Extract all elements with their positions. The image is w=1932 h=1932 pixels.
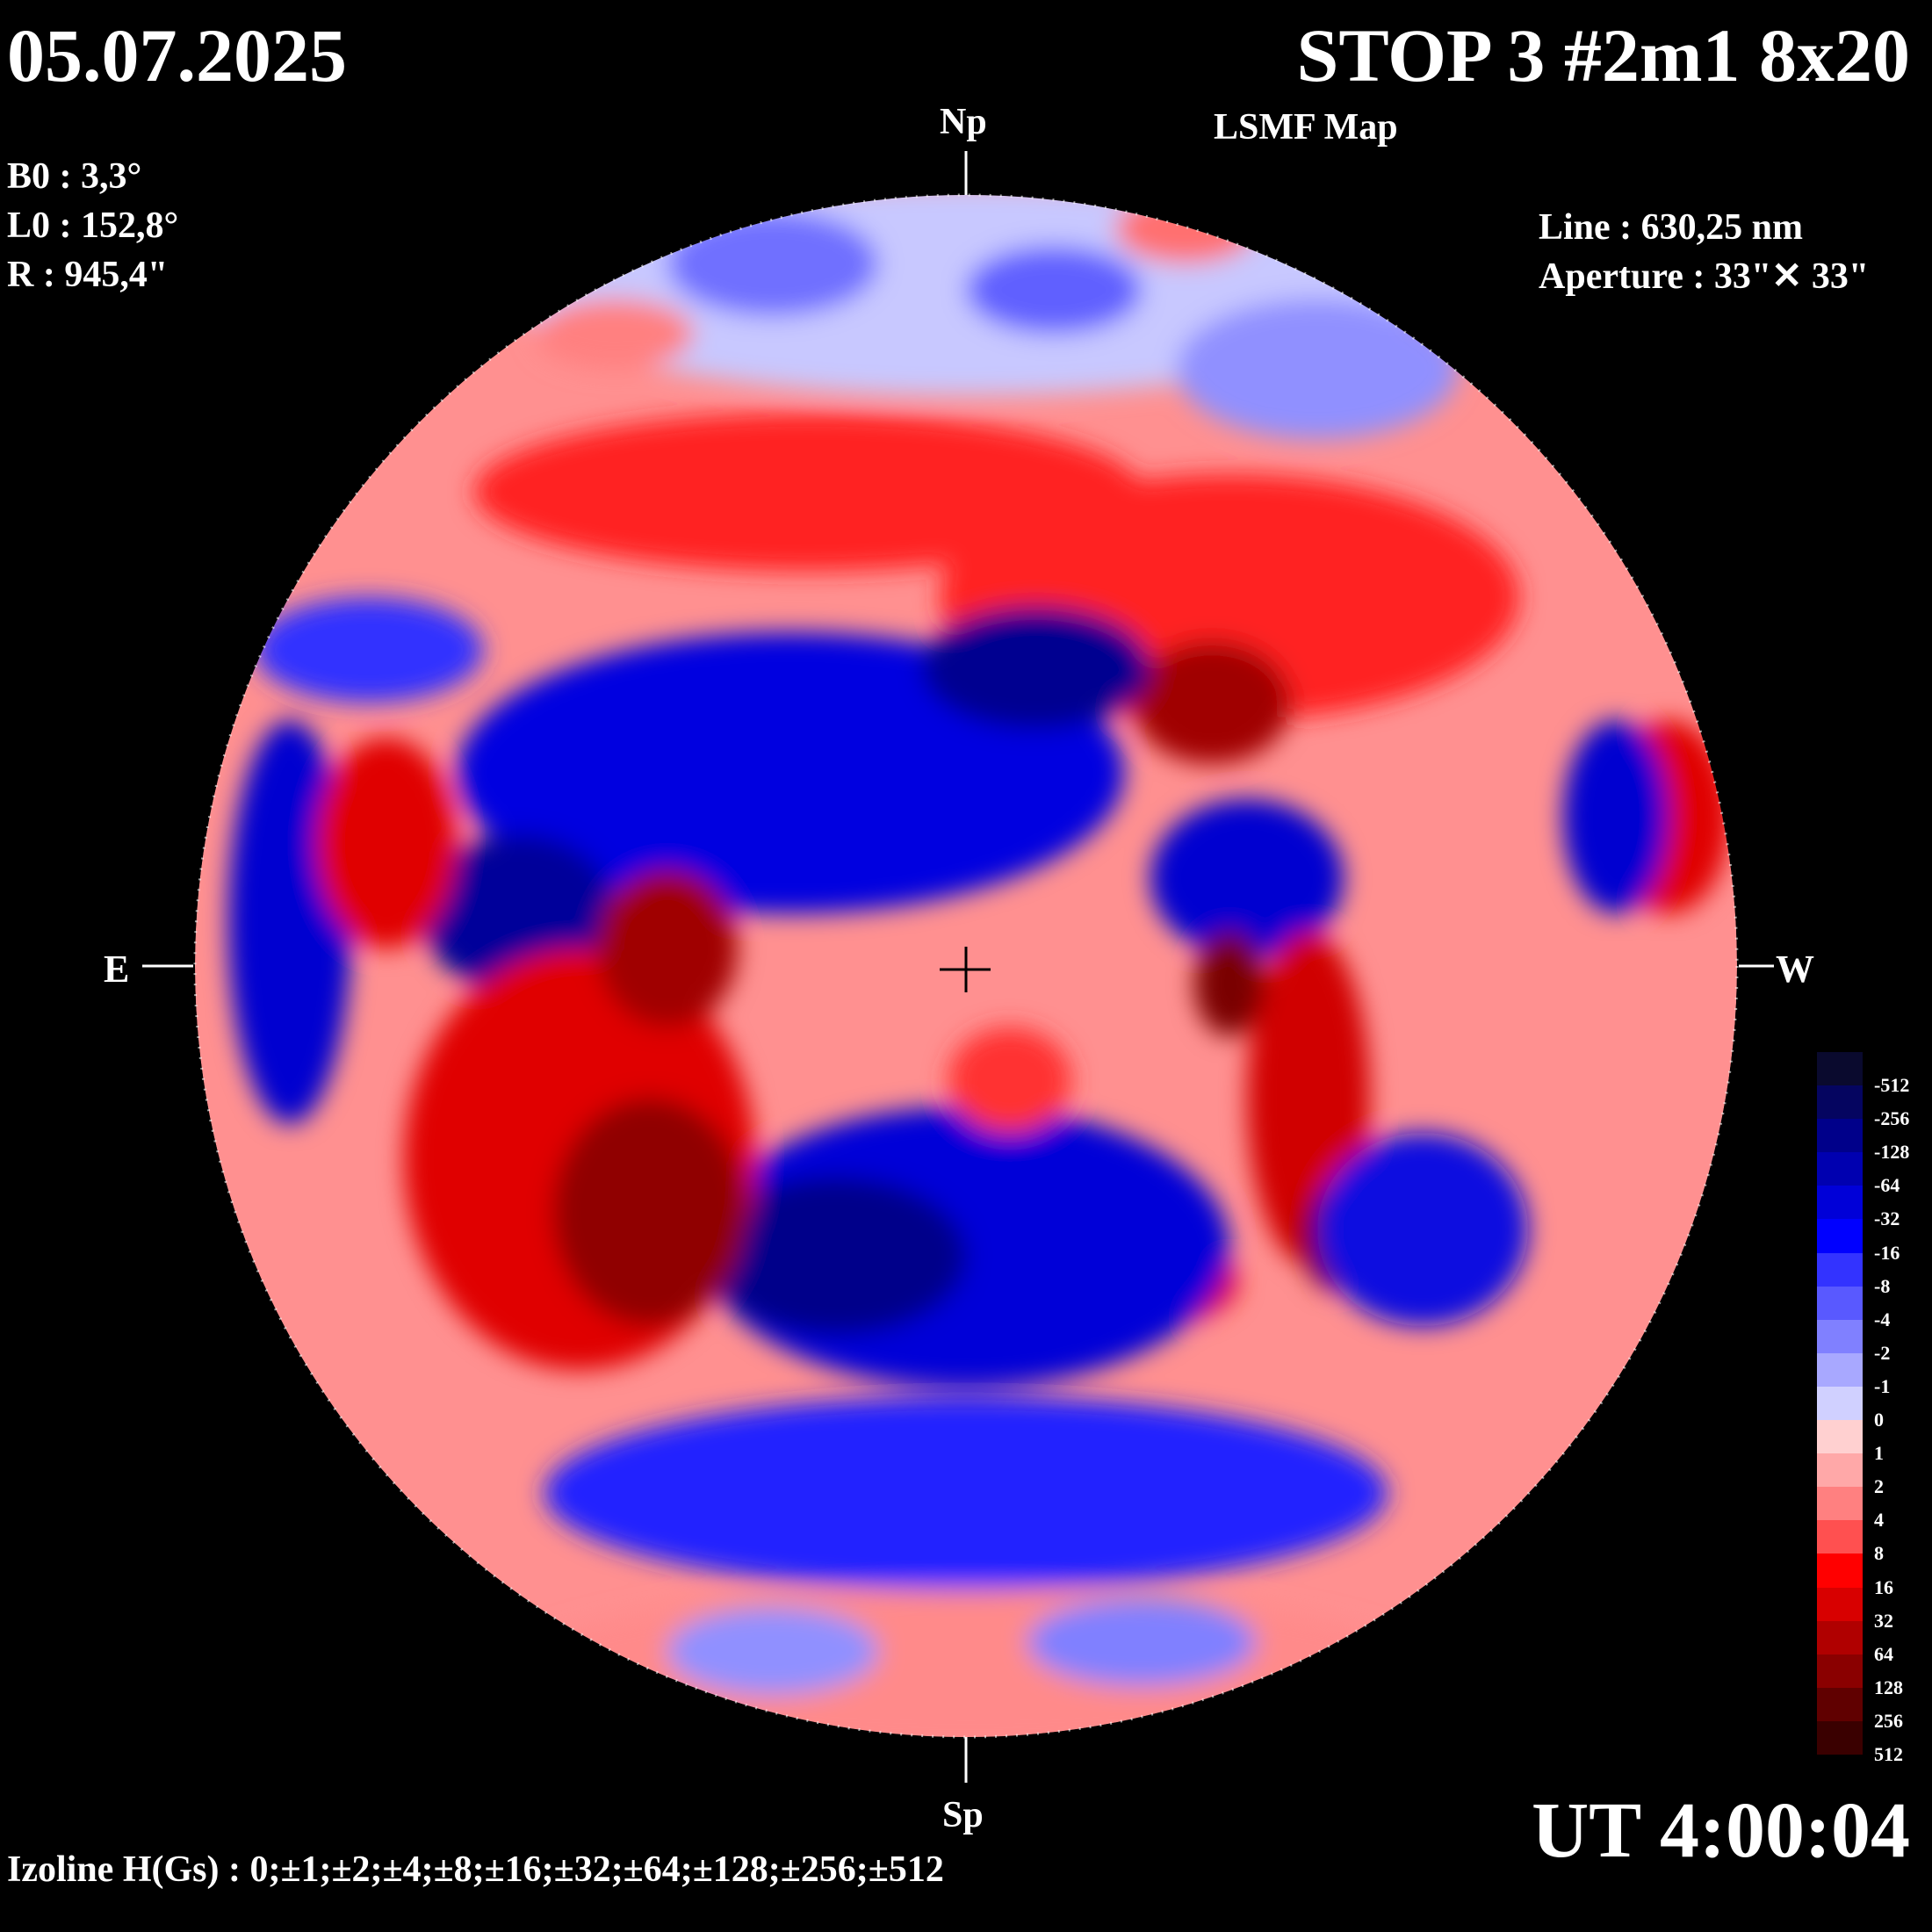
isoline-levels: Izoline H(Gs) : 0;±1;±2;±4;±8;±16;±32;±6… (7, 1849, 944, 1890)
map-subtitle: LSMF Map (1214, 107, 1398, 148)
legend-swatch (1817, 1219, 1863, 1253)
color-legend (1817, 1052, 1863, 1755)
legend-label: 128 (1874, 1676, 1903, 1698)
legend-swatch (1817, 1186, 1863, 1220)
legend-label: -64 (1874, 1174, 1900, 1197)
map-title: STOP 3 #2m1 8x20 (1296, 13, 1910, 97)
legend-swatch (1817, 1453, 1863, 1488)
legend-label: 256 (1874, 1709, 1903, 1732)
legend-label: -32 (1874, 1208, 1900, 1230)
solar-disk (195, 195, 1737, 1737)
legend-swatch (1817, 1319, 1863, 1353)
legend-label: -512 (1874, 1074, 1910, 1097)
legend-swatch (1817, 1286, 1863, 1320)
param-b0: B0 : 3,3° (7, 156, 142, 197)
legend-label: -4 (1874, 1308, 1891, 1330)
legend-swatch (1817, 1654, 1863, 1688)
legend-swatch (1817, 1687, 1863, 1721)
legend-swatch (1817, 1386, 1863, 1421)
center-crosshair (940, 947, 991, 992)
north-pole-label: Np (940, 102, 987, 142)
spectral-line: Line : 630,25 nm (1539, 207, 1804, 248)
legend-swatch (1817, 1252, 1863, 1287)
legend-label: 4 (1874, 1509, 1884, 1532)
ut-time: UT 4:00:04 (1532, 1787, 1910, 1874)
legend-label: -2 (1874, 1341, 1891, 1364)
legend-label: -128 (1874, 1141, 1910, 1164)
legend-label: 2 (1874, 1475, 1884, 1498)
observation-date: 05.07.2025 (7, 13, 347, 97)
legend-swatch (1817, 1052, 1863, 1086)
legend-swatch (1817, 1554, 1863, 1588)
legend-swatch (1817, 1420, 1863, 1454)
legend-label: 0 (1874, 1409, 1884, 1431)
legend-swatch (1817, 1720, 1863, 1755)
legend-label: -16 (1874, 1241, 1900, 1264)
legend-label: -1 (1874, 1374, 1891, 1397)
legend-swatch (1817, 1520, 1863, 1554)
legend-swatch (1817, 1119, 1863, 1153)
param-r: R : 945,4" (7, 255, 169, 295)
legend-label: -256 (1874, 1107, 1910, 1130)
south-pole-label: Sp (942, 1795, 984, 1835)
legend-swatch (1817, 1587, 1863, 1621)
legend-swatch (1817, 1352, 1863, 1387)
legend-swatch (1817, 1620, 1863, 1654)
legend-label: 32 (1874, 1609, 1893, 1632)
legend-label: 8 (1874, 1542, 1884, 1565)
legend-swatch (1817, 1085, 1863, 1120)
legend-label: 1 (1874, 1442, 1884, 1465)
param-l0: L0 : 152,8° (7, 205, 179, 246)
legend-swatch (1817, 1152, 1863, 1186)
east-label: E (104, 948, 130, 991)
legend-label: 16 (1874, 1575, 1893, 1598)
legend-label: -8 (1874, 1274, 1891, 1297)
aperture: Aperture : 33"✕ 33" (1539, 256, 1870, 297)
west-label: W (1776, 948, 1814, 991)
legend-label: 64 (1874, 1642, 1893, 1665)
legend-label: 512 (1874, 1743, 1903, 1765)
legend-swatch (1817, 1487, 1863, 1521)
